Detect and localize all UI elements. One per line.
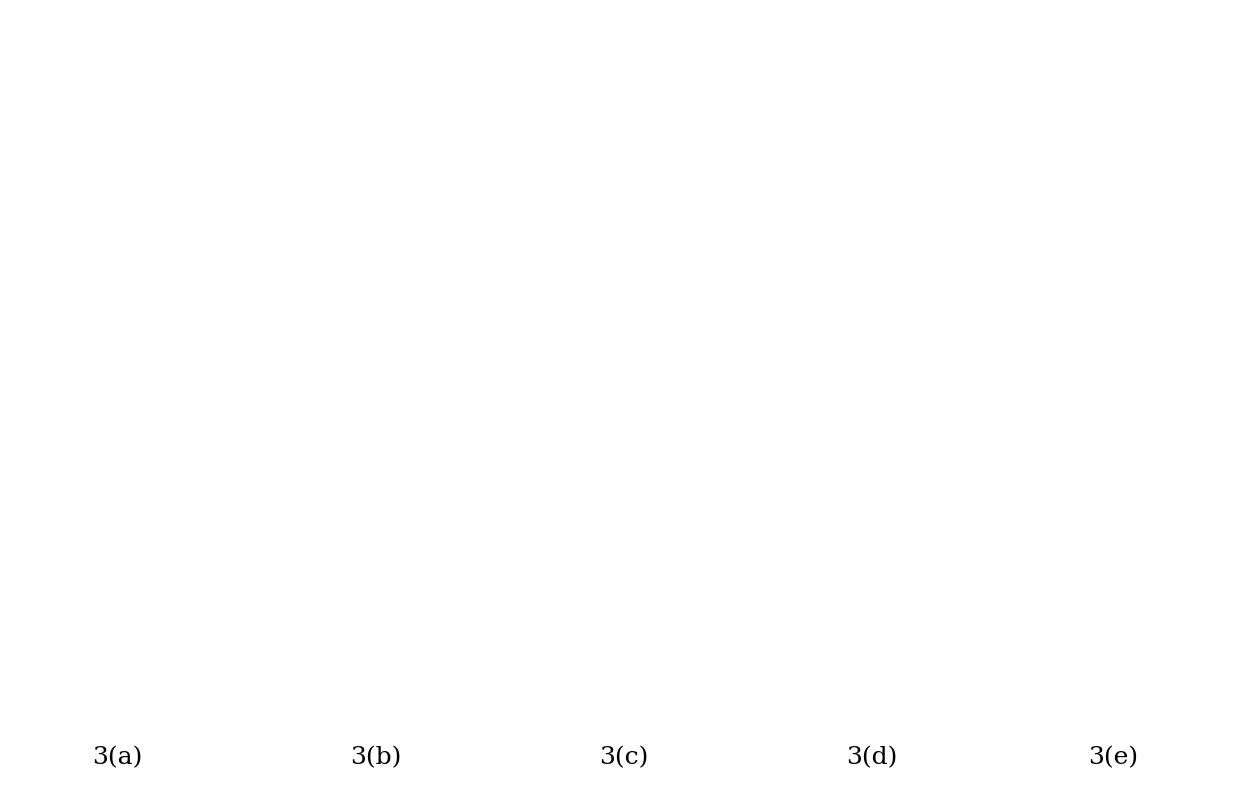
Bar xyxy=(1017,128,1049,199)
FancyBboxPatch shape xyxy=(777,557,965,676)
Text: 3(c): 3(c) xyxy=(599,747,649,769)
Circle shape xyxy=(572,357,583,392)
Bar xyxy=(768,206,975,247)
Circle shape xyxy=(371,404,379,429)
Circle shape xyxy=(636,604,646,635)
Bar xyxy=(899,448,940,465)
Circle shape xyxy=(1110,660,1116,678)
Bar xyxy=(802,311,853,332)
FancyBboxPatch shape xyxy=(31,93,223,697)
Bar xyxy=(352,360,398,417)
Circle shape xyxy=(653,347,666,387)
Bar xyxy=(279,65,306,128)
Bar xyxy=(802,448,839,465)
FancyBboxPatch shape xyxy=(1011,26,1215,160)
Bar xyxy=(856,276,887,543)
FancyBboxPatch shape xyxy=(298,30,453,156)
Polygon shape xyxy=(578,262,670,627)
Circle shape xyxy=(646,282,656,312)
Circle shape xyxy=(399,674,405,692)
Bar xyxy=(802,364,843,381)
Bar xyxy=(1177,128,1209,199)
Bar xyxy=(945,114,975,206)
Circle shape xyxy=(619,193,627,218)
Circle shape xyxy=(590,282,600,312)
Circle shape xyxy=(371,641,379,669)
Circle shape xyxy=(381,674,387,692)
Text: 3(b): 3(b) xyxy=(350,747,402,769)
Bar xyxy=(894,350,945,367)
Bar xyxy=(444,65,471,128)
Text: 3(d): 3(d) xyxy=(846,747,898,769)
Text: 3(a): 3(a) xyxy=(93,747,143,769)
Bar xyxy=(802,405,848,423)
Bar xyxy=(768,114,797,206)
Text: 3(e): 3(e) xyxy=(1089,747,1138,769)
Bar xyxy=(899,399,935,417)
Bar xyxy=(949,247,975,585)
Bar xyxy=(203,58,231,128)
Circle shape xyxy=(345,674,351,692)
FancyBboxPatch shape xyxy=(764,30,978,149)
Circle shape xyxy=(1107,232,1118,263)
Circle shape xyxy=(579,304,593,346)
Circle shape xyxy=(599,602,610,638)
FancyBboxPatch shape xyxy=(42,23,212,156)
Circle shape xyxy=(363,674,370,692)
Polygon shape xyxy=(299,423,451,655)
FancyBboxPatch shape xyxy=(285,107,465,430)
Bar xyxy=(768,247,794,585)
Bar xyxy=(24,58,51,128)
